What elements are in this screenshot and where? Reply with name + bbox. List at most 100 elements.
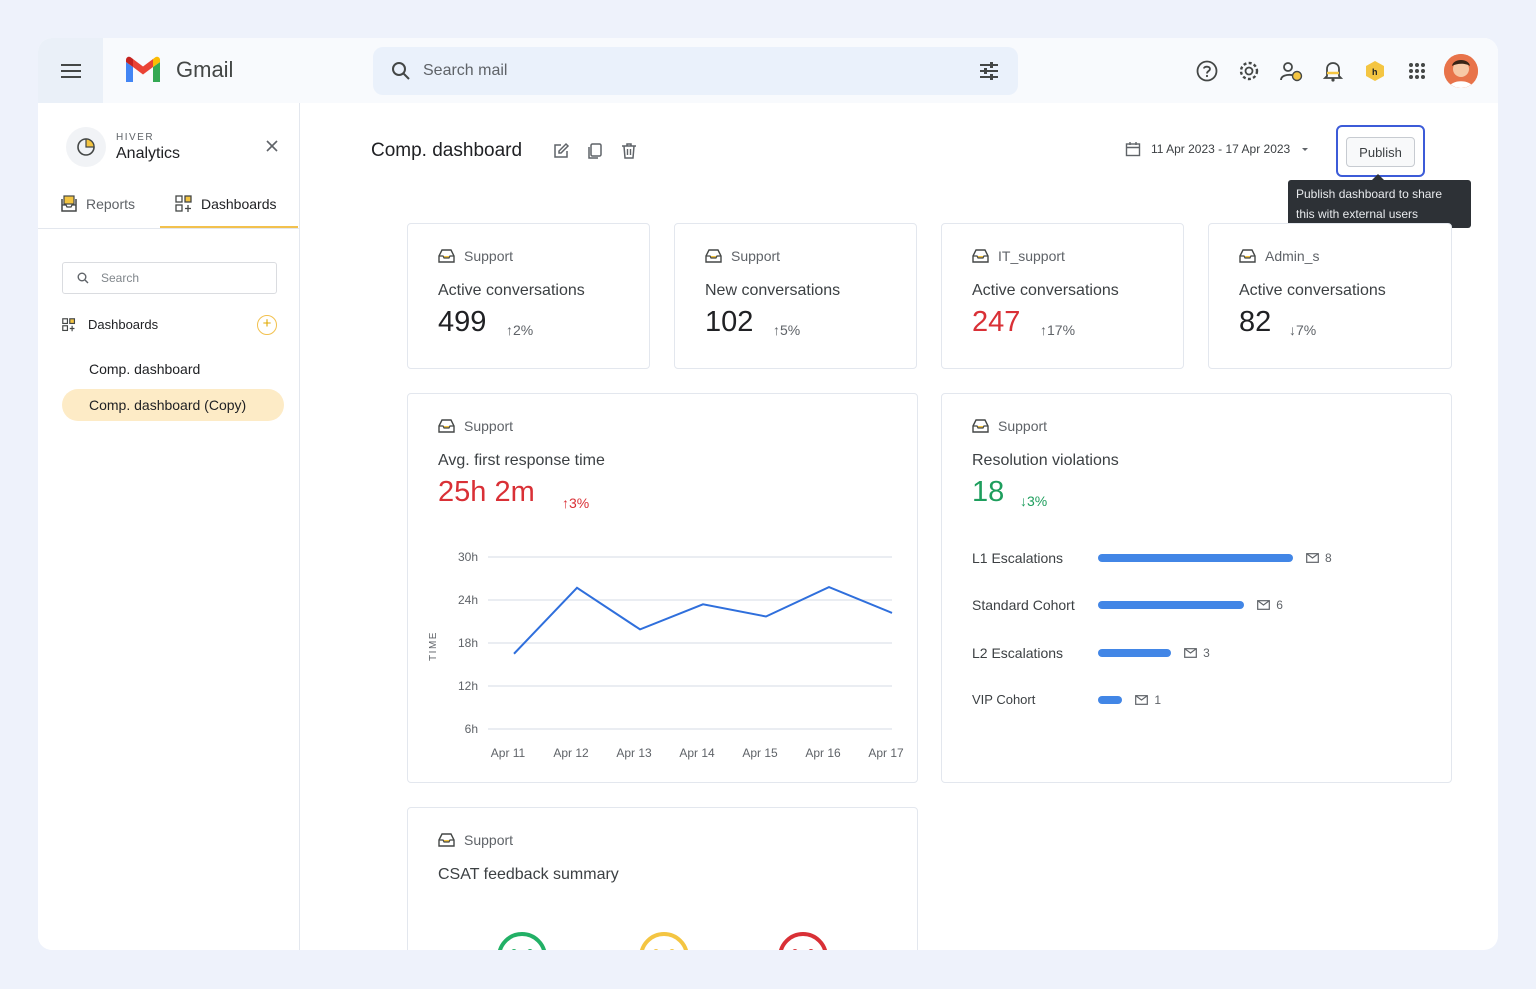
- card-tag: Support: [972, 418, 1047, 434]
- delta-value: 2%: [513, 322, 534, 338]
- kpi-card[interactable]: IT_support Active conversations 247 ↑17%: [941, 223, 1184, 369]
- bar-value: 8: [1325, 551, 1332, 565]
- x-tick-label: Apr 13: [616, 746, 652, 760]
- card-title: Active conversations: [972, 282, 1119, 299]
- gmail-m-icon: [126, 56, 160, 82]
- bar-count: 6: [1257, 598, 1283, 612]
- duplicate-button[interactable]: [585, 141, 605, 161]
- search-bar[interactable]: Search mail: [373, 47, 1018, 95]
- inbox-icon: [972, 419, 989, 433]
- card-delta: ↑2%: [506, 322, 534, 338]
- delete-button[interactable]: [619, 141, 639, 161]
- help-icon: [1196, 60, 1218, 82]
- violations-card[interactable]: Support Resolution violations 18 ↓3% L1 …: [941, 393, 1452, 783]
- bar-row: L1 Escalations 8: [972, 550, 1332, 566]
- sidebar-item-label: Comp. dashboard: [89, 361, 201, 377]
- sidebar-item-comp-dashboard-copy[interactable]: Comp. dashboard (Copy): [62, 389, 284, 421]
- delta-value: 7%: [1296, 322, 1317, 338]
- gmail-logo[interactable]: Gmail: [124, 56, 233, 84]
- analytics-icon-wrap: [66, 127, 106, 167]
- tab-dashboards-label: Dashboards: [201, 196, 277, 212]
- bar: [1098, 601, 1245, 609]
- kpi-card[interactable]: Support New conversations 102 ↑5%: [674, 223, 917, 369]
- status-button[interactable]: [1270, 54, 1312, 88]
- y-tick-label: 24h: [458, 593, 478, 607]
- response-time-card[interactable]: Support Avg. first response time 25h 2m …: [407, 393, 918, 783]
- card-value: 18: [972, 476, 1005, 508]
- hiver-button[interactable]: h: [1354, 54, 1396, 88]
- publish-button[interactable]: Publish: [1346, 137, 1415, 167]
- search-input[interactable]: Search mail: [423, 62, 508, 79]
- delta-value: 3%: [1027, 493, 1048, 509]
- tab-dashboards[interactable]: Dashboards: [175, 195, 277, 213]
- dashboards-section-label: Dashboards: [88, 317, 159, 332]
- hiver-sidebar: HIVER Analytics Reports Dashboards Searc…: [38, 103, 300, 950]
- card-title: New conversations: [705, 282, 841, 299]
- inbox-icon: [1239, 249, 1256, 263]
- title-actions: [551, 141, 639, 161]
- brand-title: Analytics: [116, 144, 181, 162]
- bar-value: 1: [1154, 692, 1162, 707]
- close-icon: [266, 140, 278, 152]
- copy-icon: [588, 143, 602, 159]
- tooltip-line: this with external users: [1296, 207, 1419, 221]
- card-tag-label: Support: [731, 248, 781, 264]
- tab-reports[interactable]: Reports: [60, 195, 135, 213]
- brand-small-label: HIVER: [116, 131, 155, 143]
- bar: [1098, 554, 1293, 562]
- main-menu-button[interactable]: [38, 38, 103, 103]
- card-delta: ↓3%: [1020, 493, 1048, 509]
- pie-chart-icon: [77, 138, 95, 156]
- close-sidebar-button[interactable]: [266, 135, 278, 158]
- user-status-icon: [1280, 62, 1303, 82]
- gmail-window: Gmail Search mail h: [38, 38, 1498, 950]
- dashboard-grid-icon: [62, 317, 76, 331]
- bar-row: L2 Escalations 3: [972, 645, 1210, 661]
- apps-button[interactable]: [1396, 54, 1438, 88]
- y-tick-label: 12h: [458, 679, 478, 693]
- sidebar-item-comp-dashboard[interactable]: Comp. dashboard: [62, 353, 284, 385]
- date-range-picker[interactable]: 11 Apr 2023 - 17 Apr 2023: [1125, 141, 1310, 157]
- kpi-card[interactable]: Admin_s Active conversations 82 ↓7%: [1208, 223, 1452, 369]
- add-dashboard-button[interactable]: +: [257, 315, 277, 335]
- y-tick-label: 30h: [458, 550, 478, 564]
- publish-tooltip: Publish dashboard to share this with ext…: [1288, 174, 1471, 228]
- csat-card[interactable]: Support CSAT feedback summary: [407, 807, 918, 950]
- hamburger-icon: [60, 63, 81, 78]
- card-tag: IT_support: [972, 248, 1065, 264]
- sidebar-search-placeholder: Search: [101, 271, 140, 285]
- y-tick-label: 18h: [458, 636, 478, 650]
- sidebar-search-input[interactable]: Search: [62, 262, 277, 294]
- inbox-icon: [438, 249, 455, 263]
- card-value: 82: [1239, 306, 1272, 338]
- gear-icon: [1239, 61, 1259, 81]
- avatar-image: [1444, 54, 1478, 88]
- search-options-icon[interactable]: [978, 60, 1000, 82]
- kpi-card[interactable]: Support Active conversations 499 ↑2%: [407, 223, 650, 369]
- search-icon: [77, 272, 89, 284]
- card-tag: Support: [438, 248, 513, 264]
- chevron-down-icon: [1302, 148, 1309, 151]
- inbox-icon: [438, 419, 455, 433]
- notifications-button[interactable]: [1312, 54, 1354, 88]
- series-line: [513, 586, 893, 655]
- help-button[interactable]: [1186, 54, 1228, 88]
- response-time-chart: 30h 24h 18h 12h 6h TIME Apr 11 Apr 12 Apr 13 Apr …: [428, 550, 904, 760]
- bar: [1098, 695, 1123, 704]
- bar-count: 1: [1135, 693, 1161, 707]
- dashboards-section-header: Dashboards +: [62, 315, 277, 335]
- card-tag-label: Support: [464, 248, 514, 264]
- neutral-face-icon: [640, 932, 688, 950]
- sad-face-icon: [779, 932, 827, 950]
- mail-icon: [1184, 648, 1198, 658]
- avatar[interactable]: [1444, 54, 1478, 88]
- card-tag: Support: [705, 248, 780, 264]
- dashboard-grid-icon: [175, 195, 192, 212]
- hiver-analytics-brand: HIVER Analytics: [66, 127, 180, 167]
- settings-button[interactable]: [1228, 54, 1270, 88]
- card-title: Avg. first response time: [438, 452, 605, 469]
- edit-button[interactable]: [551, 141, 571, 161]
- bar-label: VIP Cohort: [972, 692, 1036, 707]
- card-title: Active conversations: [1239, 282, 1386, 299]
- card-tag-label: Support: [464, 418, 514, 434]
